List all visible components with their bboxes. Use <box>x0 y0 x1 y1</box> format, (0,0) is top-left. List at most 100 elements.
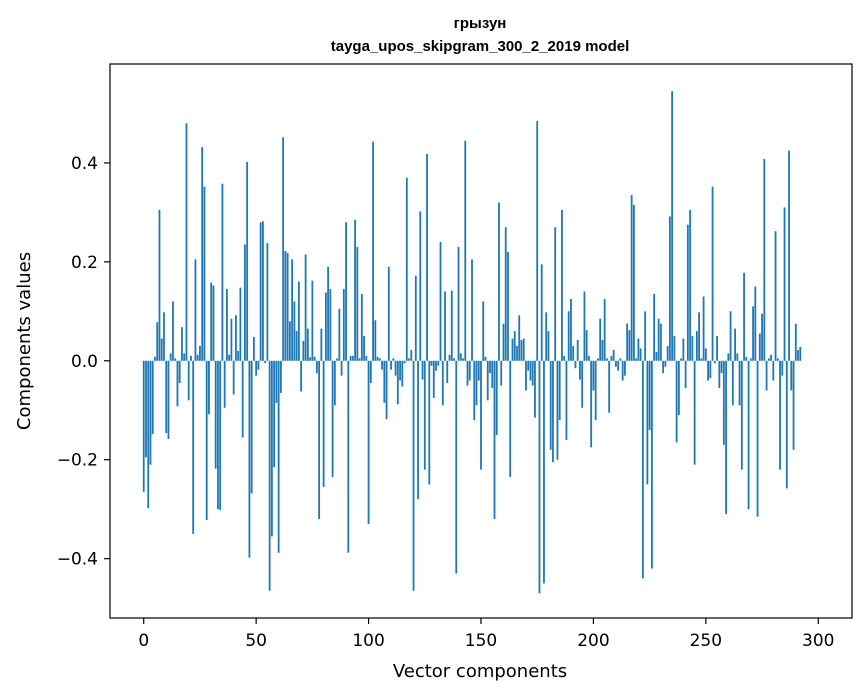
bar-48 <box>250 360 253 494</box>
bar-262 <box>731 360 734 406</box>
bar-138 <box>453 358 455 361</box>
bar-114 <box>399 360 401 381</box>
y-tick-label: −0.2 <box>57 451 98 471</box>
bar-33 <box>217 360 219 510</box>
bar-151 <box>482 301 485 361</box>
bar-27 <box>203 186 206 361</box>
bar-250 <box>704 348 707 361</box>
bar-110 <box>390 360 392 370</box>
bar-66 <box>291 259 294 361</box>
bar-218 <box>633 204 635 361</box>
bar-163 <box>509 360 512 478</box>
bar-285 <box>783 207 786 361</box>
bar-133 <box>441 360 444 406</box>
bar-72 <box>304 254 307 361</box>
bar-290 <box>794 323 797 361</box>
bar-276 <box>763 158 766 361</box>
bar-100 <box>367 360 370 525</box>
bar-166 <box>516 345 518 361</box>
bar-63 <box>284 250 287 361</box>
bar-215 <box>626 323 629 361</box>
bar-167 <box>518 315 521 361</box>
bar-158 <box>498 202 500 361</box>
bar-168 <box>520 340 523 361</box>
bar-197 <box>585 330 588 361</box>
bar-58 <box>273 360 276 468</box>
bar-267 <box>743 272 745 361</box>
bar-86 <box>336 358 338 361</box>
bar-277 <box>765 360 768 391</box>
bar-79 <box>320 328 323 361</box>
bar-292 <box>799 346 802 361</box>
bar-89 <box>342 289 345 361</box>
bar-224 <box>646 360 649 485</box>
bar-35 <box>221 183 224 361</box>
bar-120 <box>412 360 415 591</box>
bar-21 <box>190 355 192 361</box>
bar-78 <box>318 360 321 520</box>
bar-119 <box>410 349 413 361</box>
bar-219 <box>635 358 638 361</box>
bar-196 <box>583 291 586 361</box>
bar-192 <box>574 360 577 369</box>
bar-237 <box>675 360 678 443</box>
x-tick-label: 0 <box>138 631 149 651</box>
bar-235 <box>671 91 674 361</box>
bar-75 <box>311 280 314 361</box>
bar-31 <box>212 285 215 361</box>
bar-124 <box>421 360 424 380</box>
bar-121 <box>414 275 417 361</box>
bar-73 <box>306 328 309 361</box>
bar-236 <box>673 336 676 361</box>
bar-1 <box>145 360 147 458</box>
bar-127 <box>428 360 431 485</box>
bar-87 <box>338 308 341 361</box>
bar-52 <box>259 222 262 361</box>
bar-274 <box>758 333 761 361</box>
bar-104 <box>376 356 379 361</box>
bar-30 <box>210 282 213 361</box>
bar-225 <box>648 360 651 431</box>
bar-82 <box>327 266 329 361</box>
bar-81 <box>324 292 327 361</box>
bar-217 <box>630 195 633 361</box>
bar-76 <box>313 356 316 361</box>
bar-14 <box>174 358 177 361</box>
y-tick-label: 0.4 <box>71 154 98 174</box>
bar-112 <box>394 360 397 376</box>
bar-41 <box>235 315 237 361</box>
bar-213 <box>621 360 624 381</box>
bar-186 <box>561 209 563 361</box>
bar-189 <box>567 311 570 361</box>
bar-13 <box>172 301 174 361</box>
bar-279 <box>770 354 772 361</box>
bar-198 <box>588 355 590 361</box>
bar-71 <box>302 341 305 361</box>
bar-115 <box>401 360 404 387</box>
bar-258 <box>722 360 725 445</box>
bar-70 <box>300 360 303 392</box>
bar-69 <box>297 281 300 361</box>
bar-77 <box>315 360 318 374</box>
bar-25 <box>199 345 201 361</box>
bar-211 <box>617 360 620 371</box>
bar-26 <box>201 147 204 361</box>
bar-88 <box>340 360 343 376</box>
bar-145 <box>468 360 471 381</box>
chart-subtitle: tayga_upos_skipgram_300_2_2019 model <box>331 38 630 55</box>
bar-175 <box>536 120 539 361</box>
bar-268 <box>745 356 748 361</box>
bar-265 <box>738 360 741 406</box>
bar-188 <box>565 360 568 440</box>
bar-226 <box>650 360 653 569</box>
bar-180 <box>547 331 550 361</box>
bar-157 <box>495 360 498 435</box>
bar-247 <box>698 312 700 361</box>
bar-47 <box>248 360 251 558</box>
bar-182 <box>552 360 554 463</box>
bar-132 <box>439 242 442 361</box>
bar-251 <box>707 360 709 381</box>
bar-170 <box>525 360 527 391</box>
bar-129 <box>432 360 435 398</box>
bar-12 <box>169 353 172 361</box>
